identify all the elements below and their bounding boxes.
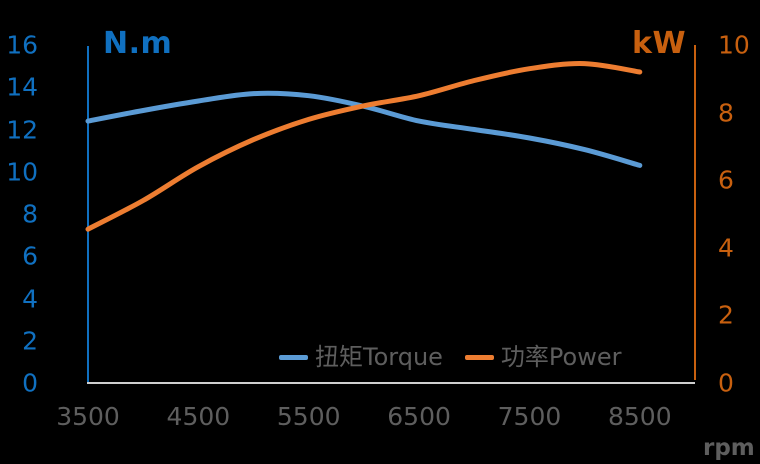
legend-item-torque: 扭矩Torque [279, 344, 443, 370]
power-line-swatch-icon [464, 354, 494, 360]
left-axis-tick-label: 14 [6, 72, 38, 102]
right-axis-tick-label: 8 [718, 98, 734, 128]
right-axis-title: kW [632, 26, 687, 61]
left-axis-tick-label: 10 [6, 157, 38, 187]
left-axis-tick-label: 4 [22, 284, 38, 313]
legend-item-power: 功率Power [464, 343, 622, 371]
power-line [85, 61, 643, 232]
torque-line-swatch-icon [279, 354, 308, 360]
legend: 扭矩Torque 功率Power [279, 344, 621, 370]
x-axis-tick-label: 3500 [56, 402, 120, 431]
legend-label-torque: 扭矩Torque [315, 343, 443, 371]
x-axis-tick-label: 5500 [276, 402, 341, 431]
right-axis-tick-label: 2 [718, 300, 734, 330]
axes-layer [87, 45, 696, 384]
right-axis-tick-label: 6 [718, 165, 734, 195]
series-layer [85, 61, 643, 232]
legend-label-power: 功率Power [500, 343, 622, 371]
left-axis-tick-label: 12 [6, 115, 38, 144]
x-axis-tick-label: 7500 [497, 402, 562, 431]
right-axis-tick-label: 0 [718, 368, 734, 398]
left-axis-tick-label: 2 [22, 326, 38, 356]
left-axis-tick-label: 8 [22, 199, 38, 229]
left-axis-tick-label: 0 [22, 368, 38, 398]
x-axis-tick-label: 4500 [166, 402, 231, 431]
x-axis-unit-label: rpm [703, 435, 755, 461]
x-axis-tick-label: 6500 [387, 402, 451, 431]
right-axis-tick-label: 4 [718, 233, 734, 263]
left-axis-tick-label: 16 [6, 30, 38, 60]
left-axis-title: N.m [103, 26, 173, 61]
x-axis-tick-label: 8500 [608, 402, 672, 431]
right-axis-tick-label: 10 [718, 30, 750, 60]
left-axis-tick-label: 6 [22, 241, 38, 271]
